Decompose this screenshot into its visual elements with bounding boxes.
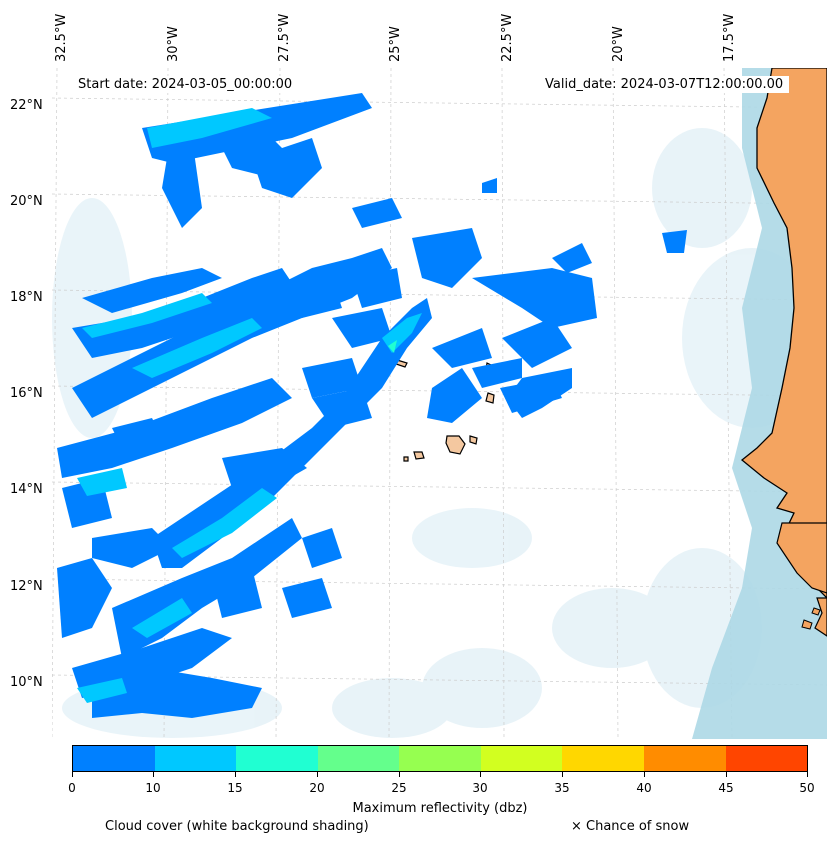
map-panel[interactable] — [52, 68, 827, 739]
lat-label-22n: 22°N — [10, 98, 43, 113]
colorbar-tick — [807, 772, 808, 777]
lat-label-20n: 20°N — [10, 194, 43, 209]
colorbar-segment — [317, 746, 400, 771]
colorbar-segment — [73, 746, 155, 771]
colorbar-segment — [643, 746, 726, 771]
lon-label-25w: 25°W — [388, 26, 403, 62]
colorbar-tick — [726, 772, 727, 777]
colorbar-tick — [399, 772, 400, 777]
colorbar-segment — [562, 746, 644, 771]
reflectivity-high — [388, 340, 397, 353]
colorbar-label: 10 — [145, 781, 161, 795]
colorbar-label: 20 — [309, 781, 325, 795]
colorbar-label: 50 — [799, 781, 815, 795]
colorbar-tick — [644, 772, 645, 777]
lon-label-20w: 20°W — [611, 26, 626, 62]
colorbar-label: 25 — [391, 781, 407, 795]
guinea-coast — [814, 597, 827, 637]
lon-label-22-5w: 22.5°W — [500, 13, 515, 62]
map-canvas — [52, 68, 827, 739]
reflectivity-colorbar — [72, 745, 808, 772]
lat-label-16n: 16°N — [10, 386, 43, 401]
start-date-label: Start date: 2024-03-05_00:00:00 — [72, 76, 299, 93]
lat-label-18n: 18°N — [10, 290, 43, 305]
colorbar-tick — [562, 772, 563, 777]
colorbar-segment — [725, 746, 808, 771]
lon-label-30w: 30°W — [166, 26, 181, 62]
colorbar-label: 40 — [636, 781, 652, 795]
colorbar-segment — [236, 746, 318, 771]
lat-label-10n: 10°N — [10, 675, 43, 690]
valid-date-label: Valid_date: 2024-03-07T12:00:00.00 — [539, 76, 790, 93]
colorbar-label: 15 — [227, 781, 243, 795]
lon-label-32-5w: 32.5°W — [54, 13, 69, 62]
colorbar-tick — [235, 772, 236, 777]
colorbar-segment — [480, 746, 563, 771]
snow-chance-caption: × Chance of snow — [571, 819, 690, 834]
colorbar-label: 35 — [554, 781, 570, 795]
colorbar-segment — [399, 746, 481, 771]
reflectivity-mid — [77, 108, 422, 703]
lat-label-12n: 12°N — [10, 579, 43, 594]
colorbar-label: 30 — [472, 781, 488, 795]
lon-label-27-5w: 27.5°W — [277, 13, 292, 62]
cloud-cover-caption: Cloud cover (white background shading) — [105, 819, 369, 834]
colorbar-segment — [154, 746, 237, 771]
bijagos-islands — [801, 607, 821, 630]
colorbar-label: 0 — [68, 781, 76, 795]
colorbar-label: 45 — [718, 781, 734, 795]
guinea-bissau-coast — [776, 522, 827, 594]
lon-label-17-5w: 17.5°W — [722, 13, 737, 62]
colorbar-title: Maximum reflectivity (dbz) — [352, 801, 528, 816]
colorbar-tick — [317, 772, 318, 777]
colorbar-tick — [480, 772, 481, 777]
lat-label-14n: 14°N — [10, 482, 43, 497]
colorbar-tick — [153, 772, 154, 777]
colorbar-tick — [72, 772, 73, 777]
